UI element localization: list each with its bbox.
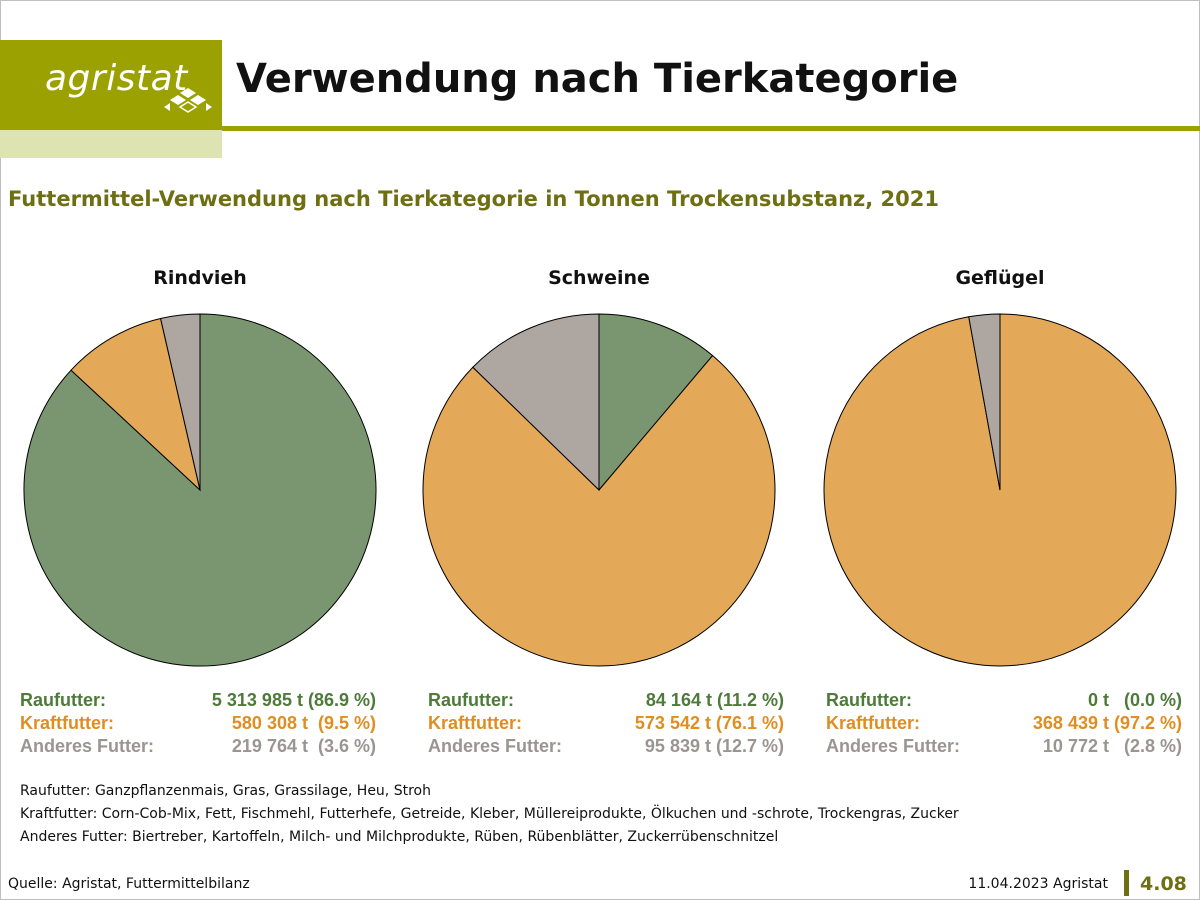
legend-gefluegel: Raufutter: 0 t (0.0 %) Kraftfutter: 368 … (826, 689, 1182, 758)
legend-value: 10 772 t (2.8 %) (1042, 736, 1182, 756)
page-number: 4.08 (1140, 873, 1187, 895)
legend-label: Raufutter: (826, 690, 912, 710)
legend-value: 580 308 t (9.5 %) (231, 713, 376, 733)
pie-chart-rindvieh (23, 313, 377, 667)
logo-mark-icon (164, 88, 212, 113)
pie-slice-anderes-futter (159, 313, 201, 491)
legend-row-anderes-futter: Anderes Futter: 10 772 t (2.8 %) (826, 735, 1182, 758)
legend-label: Kraftfutter: (20, 713, 114, 733)
footer-date: 11.04.2023 Agristat (968, 876, 1108, 892)
legend-value: 573 542 t (76.1 %) (634, 713, 784, 733)
pie-title-schweine: Schweine (548, 267, 650, 289)
legend-label: Kraftfutter: (826, 713, 920, 733)
footer-source: Quelle: Agristat, Futtermittelbilanz (8, 876, 250, 892)
logo-text: agristat (45, 58, 188, 99)
pie-chart-gefluegel (823, 313, 1177, 667)
chart-subtitle: Futtermittel-Verwendung nach Tierkategor… (8, 187, 939, 211)
pie-slice-anderes-futter (968, 313, 1001, 491)
pie-slice-kraftfutter (70, 317, 201, 492)
pie-chart-schweine (422, 313, 776, 667)
logo (0, 40, 222, 130)
note-raufutter: Raufutter: Ganzpflanzenmais, Gras, Grass… (20, 783, 431, 799)
legend-label: Anderes Futter: (428, 736, 563, 756)
pie-title-gefluegel: Geflügel (955, 267, 1045, 289)
legend-schweine: Raufutter: 84 164 t (11.2 %) Kraftfutter… (428, 689, 784, 758)
legend-value: 95 839 t (12.7 %) (644, 736, 784, 756)
pie-slice-anderes-futter (472, 313, 600, 492)
legend-label: Anderes Futter: (20, 736, 155, 756)
legend-row-raufutter: Raufutter: 5 313 985 t (86.9 %) (20, 689, 376, 712)
note-anderes-futter: Anderes Futter: Biertreber, Kartoffeln, … (20, 829, 779, 845)
legend-value: 368 439 t (97.2 %) (1032, 713, 1182, 733)
logo-band (0, 130, 222, 158)
pie-slice-raufutter (598, 313, 714, 492)
legend-value: 84 164 t (11.2 %) (645, 690, 784, 710)
legend-row-kraftfutter: Kraftfutter: 580 308 t (9.5 %) (20, 712, 376, 735)
legend-value: 0 t (0.0 %) (1087, 690, 1182, 710)
pie-slice-kraftfutter (422, 354, 776, 667)
legend-row-raufutter: Raufutter: 84 164 t (11.2 %) (428, 689, 784, 712)
legend-row-kraftfutter: Kraftfutter: 573 542 t (76.1 %) (428, 712, 784, 735)
header-rule (222, 126, 1200, 131)
legend-row-raufutter: Raufutter: 0 t (0.0 %) (826, 689, 1182, 712)
pie-title-rindvieh: Rindvieh (153, 267, 247, 289)
page-title: Verwendung nach Tierkategorie (236, 56, 959, 102)
legend-label: Raufutter: (428, 690, 514, 710)
legend-row-anderes-futter: Anderes Futter: 95 839 t (12.7 %) (428, 735, 784, 758)
legend-row-anderes-futter: Anderes Futter: 219 764 t (3.6 %) (20, 735, 376, 758)
legend-label: Anderes Futter: (826, 736, 961, 756)
legend-value: 219 764 t (3.6 %) (231, 736, 376, 756)
definitions-notes: Raufutter: Ganzpflanzenmais, Gras, Grass… (20, 780, 959, 849)
legend-label: Kraftfutter: (428, 713, 522, 733)
note-kraftfutter: Kraftfutter: Corn-Cob-Mix, Fett, Fischme… (20, 806, 959, 822)
legend-row-kraftfutter: Kraftfutter: 368 439 t (97.2 %) (826, 712, 1182, 735)
footer-divider (1124, 870, 1129, 896)
legend-rindvieh: Raufutter: 5 313 985 t (86.9 %) Kraftfut… (20, 689, 376, 758)
legend-label: Raufutter: (20, 690, 106, 710)
legend-value: 5 313 985 t (86.9 %) (211, 690, 376, 710)
